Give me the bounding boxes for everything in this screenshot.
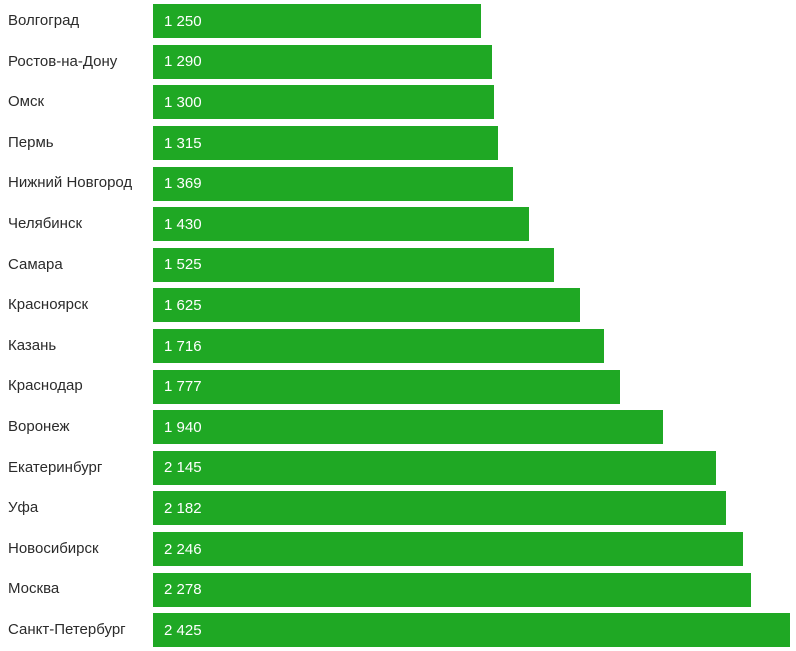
- value-label: 1 716: [164, 337, 202, 355]
- bar-area: 2 145: [153, 450, 790, 485]
- category-label: Челябинск: [8, 216, 83, 233]
- value-label: 1 290: [164, 53, 202, 71]
- value-label: 1 430: [164, 215, 202, 233]
- bar: 2 425: [153, 613, 790, 648]
- chart-row: Пермь 1 315: [0, 123, 796, 164]
- category-label: Нижний Новгород: [8, 175, 133, 192]
- chart-row: Ростов-на-Дону 1 290: [0, 42, 796, 83]
- value-label: 1 625: [164, 296, 202, 314]
- value-label: 2 425: [164, 621, 202, 639]
- bar: 1 369: [153, 166, 513, 201]
- bar: 1 430: [153, 207, 529, 242]
- chart-row: Самара 1 525: [0, 245, 796, 286]
- value-label: 1 300: [164, 93, 202, 111]
- category-label: Краснодар: [8, 378, 83, 395]
- chart-row: Омск 1 300: [0, 82, 796, 123]
- chart-row: Москва 2 278: [0, 569, 796, 610]
- category-label: Новосибирск: [8, 540, 99, 557]
- value-label: 1 250: [164, 12, 202, 30]
- value-label: 2 278: [164, 581, 202, 599]
- category-label: Уфа: [8, 500, 39, 517]
- bar: 1 300: [153, 85, 495, 120]
- chart-row: Краснодар 1 777: [0, 366, 796, 407]
- chart-row: Казань 1 716: [0, 326, 796, 367]
- chart-row: Санкт-Петербург 2 425: [0, 610, 796, 651]
- category-label: Казань: [8, 337, 57, 354]
- bar: 2 278: [153, 572, 752, 607]
- bar-area: 2 182: [153, 491, 790, 526]
- category-label: Омск: [8, 94, 45, 111]
- value-label: 1 525: [164, 256, 202, 274]
- category-label: Пермь: [8, 134, 54, 151]
- bar: 1 250: [153, 4, 482, 39]
- category-label: Екатеринбург: [8, 459, 103, 476]
- chart-row: Волгоград 1 250: [0, 1, 796, 42]
- bar-area: 1 250: [153, 4, 790, 39]
- bar-area: 1 525: [153, 247, 790, 282]
- bar-area: 1 625: [153, 288, 790, 323]
- value-label: 2 182: [164, 499, 202, 517]
- bar: 2 246: [153, 532, 743, 567]
- category-label: Ростов-на-Дону: [8, 53, 118, 70]
- value-label: 1 777: [164, 378, 202, 396]
- value-label: 2 145: [164, 459, 202, 477]
- category-label: Самара: [8, 256, 63, 273]
- bar-area: 1 940: [153, 410, 790, 445]
- bar-area: 1 716: [153, 329, 790, 364]
- bar-area: 2 278: [153, 572, 790, 607]
- bar-area: 2 246: [153, 532, 790, 567]
- chart-row: Воронеж 1 940: [0, 407, 796, 448]
- bar: 1 315: [153, 126, 499, 161]
- bar: 1 290: [153, 44, 492, 79]
- value-label: 1 315: [164, 134, 202, 152]
- bar: 1 525: [153, 247, 554, 282]
- chart-row: Екатеринбург 2 145: [0, 448, 796, 489]
- bar: 1 625: [153, 288, 580, 323]
- chart-row: Челябинск 1 430: [0, 204, 796, 245]
- bar-area: 1 777: [153, 369, 790, 404]
- bar-area: 1 315: [153, 126, 790, 161]
- category-label: Воронеж: [8, 418, 70, 435]
- bar-area: 1 300: [153, 85, 790, 120]
- value-label: 1 940: [164, 418, 202, 436]
- category-label: Красноярск: [8, 297, 89, 314]
- value-label: 2 246: [164, 540, 202, 558]
- bar: 1 777: [153, 369, 620, 404]
- bar: 1 716: [153, 329, 604, 364]
- bar-area: 2 425: [153, 613, 790, 648]
- category-label: Волгоград: [8, 13, 80, 30]
- category-label: Москва: [8, 581, 60, 598]
- chart-row: Нижний Новгород 1 369: [0, 163, 796, 204]
- bar: 2 145: [153, 450, 717, 485]
- bar: 2 182: [153, 491, 727, 526]
- bar-area: 1 430: [153, 207, 790, 242]
- category-label: Санкт-Петербург: [8, 621, 126, 638]
- value-label: 1 369: [164, 175, 202, 193]
- bar-area: 1 369: [153, 166, 790, 201]
- chart-row: Красноярск 1 625: [0, 285, 796, 326]
- chart-row: Уфа 2 182: [0, 488, 796, 529]
- bar: 1 940: [153, 410, 663, 445]
- chart-row: Новосибирск 2 246: [0, 529, 796, 570]
- bar-area: 1 290: [153, 44, 790, 79]
